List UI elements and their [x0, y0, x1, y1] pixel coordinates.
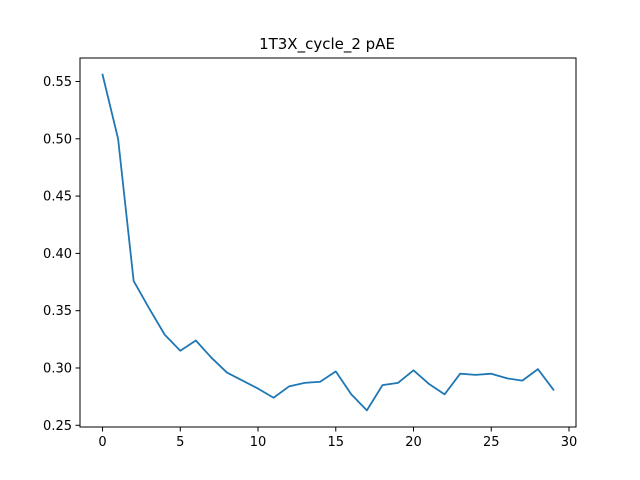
y-tick-label: 0.45: [43, 190, 72, 205]
x-tick-label: 0: [98, 435, 106, 450]
x-tick-label: 5: [176, 435, 184, 450]
y-tick-label: 0.40: [43, 247, 72, 262]
y-tick-label: 0.55: [43, 75, 72, 90]
y-tick-label: 0.50: [43, 132, 72, 147]
y-tick-label: 0.30: [43, 361, 72, 376]
y-tick-label: 0.25: [43, 419, 72, 434]
x-axis: 0 5 10 15 20 25 30: [98, 427, 577, 450]
plot-frame: [79, 57, 577, 428]
x-tick-label: 30: [561, 435, 578, 450]
y-tick-label: 0.35: [43, 304, 72, 319]
x-tick-label: 25: [483, 435, 500, 450]
x-tick-label: 10: [250, 435, 267, 450]
x-tick-label: 20: [405, 435, 422, 450]
y-axis: 0.25 0.30 0.35 0.40 0.45 0.50 0.55: [43, 75, 80, 434]
series-line-0: [101, 73, 555, 412]
x-tick-label: 15: [328, 435, 345, 450]
chart-title: 1T3X_cycle_2 pAE: [259, 35, 395, 54]
plot-area: [101, 73, 555, 412]
